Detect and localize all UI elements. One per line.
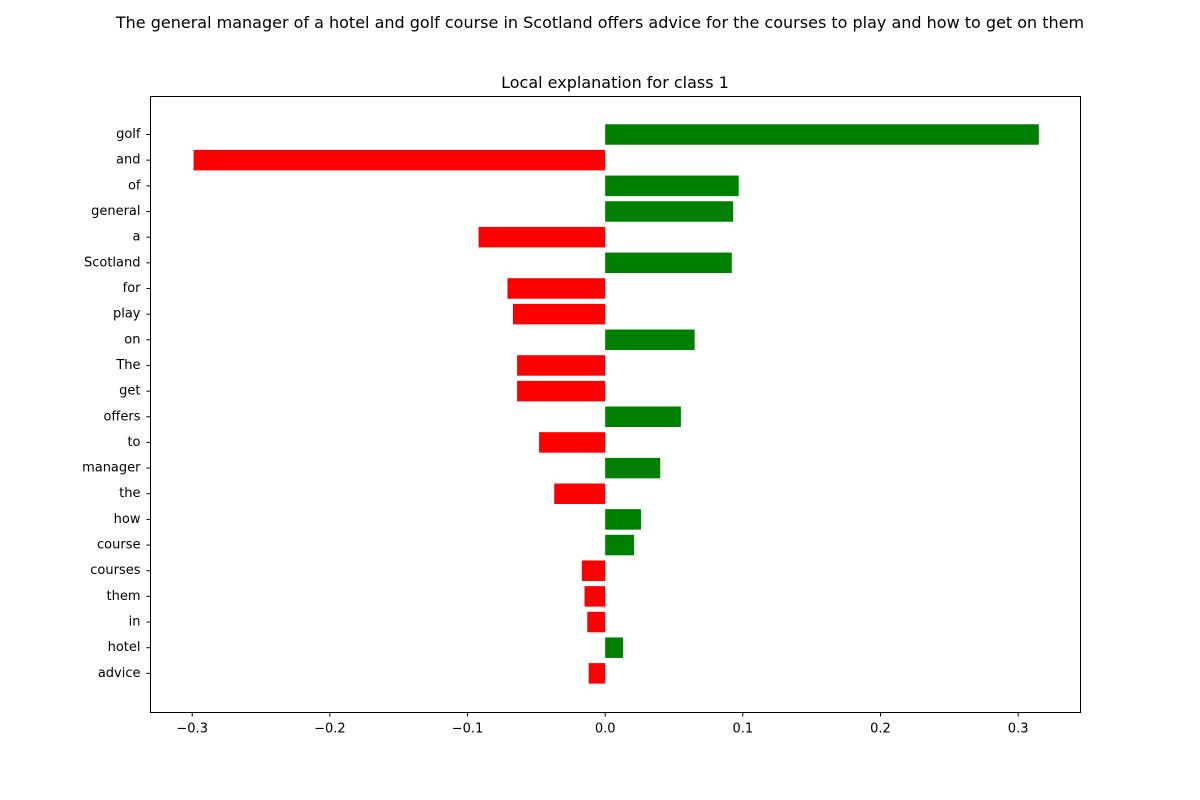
- y-tick-label: to: [127, 435, 140, 450]
- y-tick-label: courses: [90, 563, 140, 578]
- y-tick-label: a: [133, 230, 141, 245]
- x-tick-label: 0.2: [870, 722, 891, 737]
- y-tick-label: The: [115, 358, 140, 373]
- chart-title: Local explanation for class 1: [501, 73, 729, 92]
- bar-course: [605, 534, 635, 556]
- y-tick-label: course: [97, 538, 140, 553]
- bar-for: [507, 278, 606, 299]
- bar-to: [539, 432, 606, 453]
- bar-courses: [581, 560, 606, 581]
- figure-suptitle: The general manager of a hotel and golf …: [115, 13, 1085, 32]
- bar-advice: [588, 663, 606, 684]
- y-tick-label: them: [107, 589, 141, 604]
- bar-how: [605, 509, 641, 530]
- y-tick-label: advice: [98, 666, 141, 681]
- bar-offers: [605, 406, 681, 428]
- bar-scotland: [605, 252, 732, 274]
- bar-the: [554, 483, 606, 504]
- y-tick-label: golf: [116, 127, 141, 142]
- bar-hotel: [605, 637, 624, 658]
- x-tick-labels: −0.3 −0.2 −0.1 0.0 0.1 0.2 0.3: [176, 712, 1029, 737]
- y-tick-label: how: [114, 512, 141, 527]
- y-tick-label: Scotland: [84, 255, 141, 270]
- bar-play: [512, 303, 606, 325]
- x-tick-label: 0.1: [732, 722, 753, 737]
- bar-and: [193, 149, 606, 171]
- y-tick-label: get: [119, 384, 140, 399]
- plot-frame: [150, 96, 1081, 713]
- y-tick-labels: golf and of general a Scotland for play on The get…: [82, 127, 151, 681]
- y-tick-label: play: [113, 307, 141, 322]
- x-tick-label: −0.2: [314, 722, 346, 737]
- bar-them: [584, 586, 606, 607]
- x-tick-label: −0.1: [452, 722, 484, 737]
- bar-general: [605, 201, 734, 222]
- y-tick-label: and: [116, 153, 140, 168]
- bar-the: [517, 355, 606, 376]
- y-tick-label: offers: [103, 409, 140, 424]
- y-tick-label: general: [91, 204, 140, 219]
- bar-on: [605, 329, 695, 351]
- bar-golf: [605, 124, 1039, 145]
- bars-group: [193, 124, 1039, 684]
- bar-a: [478, 226, 606, 248]
- y-tick-label: for: [123, 281, 142, 296]
- y-tick-label: hotel: [108, 640, 141, 655]
- y-tick-label: on: [124, 332, 140, 347]
- bar-get: [517, 380, 606, 402]
- y-tick-label: manager: [82, 461, 141, 476]
- y-tick-label: the: [119, 486, 140, 501]
- y-tick-label: in: [129, 615, 141, 630]
- x-tick-label: −0.3: [176, 722, 208, 737]
- y-tick-label: of: [128, 178, 141, 193]
- bar-in: [587, 611, 606, 633]
- bar-manager: [605, 457, 661, 479]
- x-tick-label: 0.0: [595, 722, 616, 737]
- x-tick-label: 0.3: [1008, 722, 1029, 737]
- bar-of: [605, 175, 739, 197]
